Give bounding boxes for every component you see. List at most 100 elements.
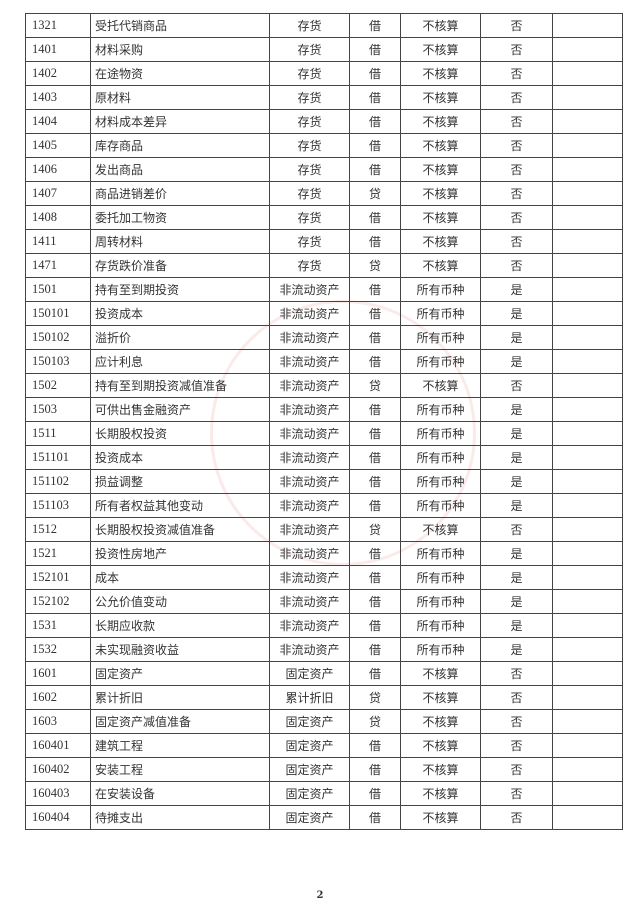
account-code: 1502: [25, 373, 91, 398]
blank-cell: [552, 805, 623, 830]
account-code: 1471: [25, 253, 91, 278]
currency-accounting: 不核算: [400, 61, 481, 86]
currency-accounting: 不核算: [400, 13, 481, 38]
balance-direction: 贷: [349, 181, 401, 206]
currency-accounting: 不核算: [400, 757, 481, 782]
blank-cell: [552, 349, 623, 374]
currency-accounting: 不核算: [400, 181, 481, 206]
blank-cell: [552, 229, 623, 254]
account-table: 1321 受托代销商品 存货借不核算否 1401 材料采购 存货借不核算否 1402 在途物资…: [25, 13, 623, 830]
account-code: 1532: [25, 637, 91, 662]
account-name: 固定资产: [90, 661, 270, 686]
table-row: 1503 可供出售金融资产 非流动资产借所有币种是: [25, 397, 623, 422]
flag-cell: 否: [480, 61, 553, 86]
blank-cell: [552, 325, 623, 350]
flag-cell: 否: [480, 157, 553, 182]
account-name: 发出商品: [90, 157, 270, 182]
flag-cell: 否: [480, 781, 553, 806]
account-category: 存货: [269, 109, 350, 134]
balance-direction: 借: [349, 637, 401, 662]
table-row: 150101 投资成本 非流动资产借所有币种是: [25, 301, 623, 326]
blank-cell: [552, 157, 623, 182]
table-row: 1471 存货跌价准备 存货贷不核算否: [25, 253, 623, 278]
account-category: 存货: [269, 85, 350, 110]
account-code: 152102: [25, 589, 91, 614]
table-row: 1521 投资性房地产 非流动资产借所有币种是: [25, 541, 623, 566]
account-category: 非流动资产: [269, 469, 350, 494]
flag-cell: 是: [480, 565, 553, 590]
flag-cell: 是: [480, 589, 553, 614]
account-name: 在安装设备: [90, 781, 270, 806]
table-row: 150102 溢折价 非流动资产借所有币种是: [25, 325, 623, 350]
balance-direction: 借: [349, 85, 401, 110]
account-name: 安装工程: [90, 757, 270, 782]
flag-cell: 否: [480, 373, 553, 398]
currency-accounting: 所有币种: [400, 277, 481, 302]
balance-direction: 借: [349, 613, 401, 638]
currency-accounting: 所有币种: [400, 541, 481, 566]
flag-cell: 否: [480, 685, 553, 710]
currency-accounting: 不核算: [400, 781, 481, 806]
flag-cell: 否: [480, 733, 553, 758]
balance-direction: 借: [349, 157, 401, 182]
blank-cell: [552, 205, 623, 230]
account-code: 1406: [25, 157, 91, 182]
account-name: 累计折旧: [90, 685, 270, 710]
flag-cell: 是: [480, 277, 553, 302]
table-row: 160403 在安装设备 固定资产借不核算否: [25, 781, 623, 806]
blank-cell: [552, 277, 623, 302]
table-row: 1501 持有至到期投资 非流动资产借所有币种是: [25, 277, 623, 302]
balance-direction: 借: [349, 589, 401, 614]
blank-cell: [552, 565, 623, 590]
currency-accounting: 不核算: [400, 253, 481, 278]
table-row: 151102 损益调整 非流动资产借所有币种是: [25, 469, 623, 494]
balance-direction: 借: [349, 277, 401, 302]
table-row: 1602 累计折旧 累计折旧贷不核算否: [25, 685, 623, 710]
account-code: 1405: [25, 133, 91, 158]
table-row: 1511 长期股权投资 非流动资产借所有币种是: [25, 421, 623, 446]
account-name: 材料采购: [90, 37, 270, 62]
balance-direction: 借: [349, 781, 401, 806]
account-category: 非流动资产: [269, 397, 350, 422]
balance-direction: 借: [349, 541, 401, 566]
blank-cell: [552, 85, 623, 110]
flag-cell: 否: [480, 757, 553, 782]
account-code: 160402: [25, 757, 91, 782]
table-row: 160402 安装工程 固定资产借不核算否: [25, 757, 623, 782]
account-code: 1402: [25, 61, 91, 86]
blank-cell: [552, 301, 623, 326]
table-row: 1502 持有至到期投资减值准备 非流动资产贷不核算否: [25, 373, 623, 398]
currency-accounting: 不核算: [400, 157, 481, 182]
flag-cell: 是: [480, 349, 553, 374]
table-row: 1601 固定资产 固定资产借不核算否: [25, 661, 623, 686]
balance-direction: 借: [349, 421, 401, 446]
account-category: 固定资产: [269, 805, 350, 830]
account-code: 1407: [25, 181, 91, 206]
account-category: 非流动资产: [269, 421, 350, 446]
account-name: 可供出售金融资产: [90, 397, 270, 422]
flag-cell: 是: [480, 421, 553, 446]
blank-cell: [552, 133, 623, 158]
account-category: 非流动资产: [269, 493, 350, 518]
table-row: 1407 商品进销差价 存货贷不核算否: [25, 181, 623, 206]
account-name: 损益调整: [90, 469, 270, 494]
balance-direction: 借: [349, 37, 401, 62]
currency-accounting: 不核算: [400, 709, 481, 734]
table-row: 160404 待摊支出 固定资产借不核算否: [25, 805, 623, 830]
flag-cell: 是: [480, 301, 553, 326]
currency-accounting: 所有币种: [400, 397, 481, 422]
blank-cell: [552, 637, 623, 662]
account-code: 1602: [25, 685, 91, 710]
balance-direction: 借: [349, 757, 401, 782]
balance-direction: 借: [349, 469, 401, 494]
account-name: 投资成本: [90, 301, 270, 326]
account-category: 非流动资产: [269, 541, 350, 566]
table-row: 151103 所有者权益其他变动 非流动资产借所有币种是: [25, 493, 623, 518]
account-name: 应计利息: [90, 349, 270, 374]
account-code: 151102: [25, 469, 91, 494]
account-name: 溢折价: [90, 325, 270, 350]
balance-direction: 贷: [349, 373, 401, 398]
blank-cell: [552, 589, 623, 614]
account-name: 所有者权益其他变动: [90, 493, 270, 518]
flag-cell: 是: [480, 613, 553, 638]
